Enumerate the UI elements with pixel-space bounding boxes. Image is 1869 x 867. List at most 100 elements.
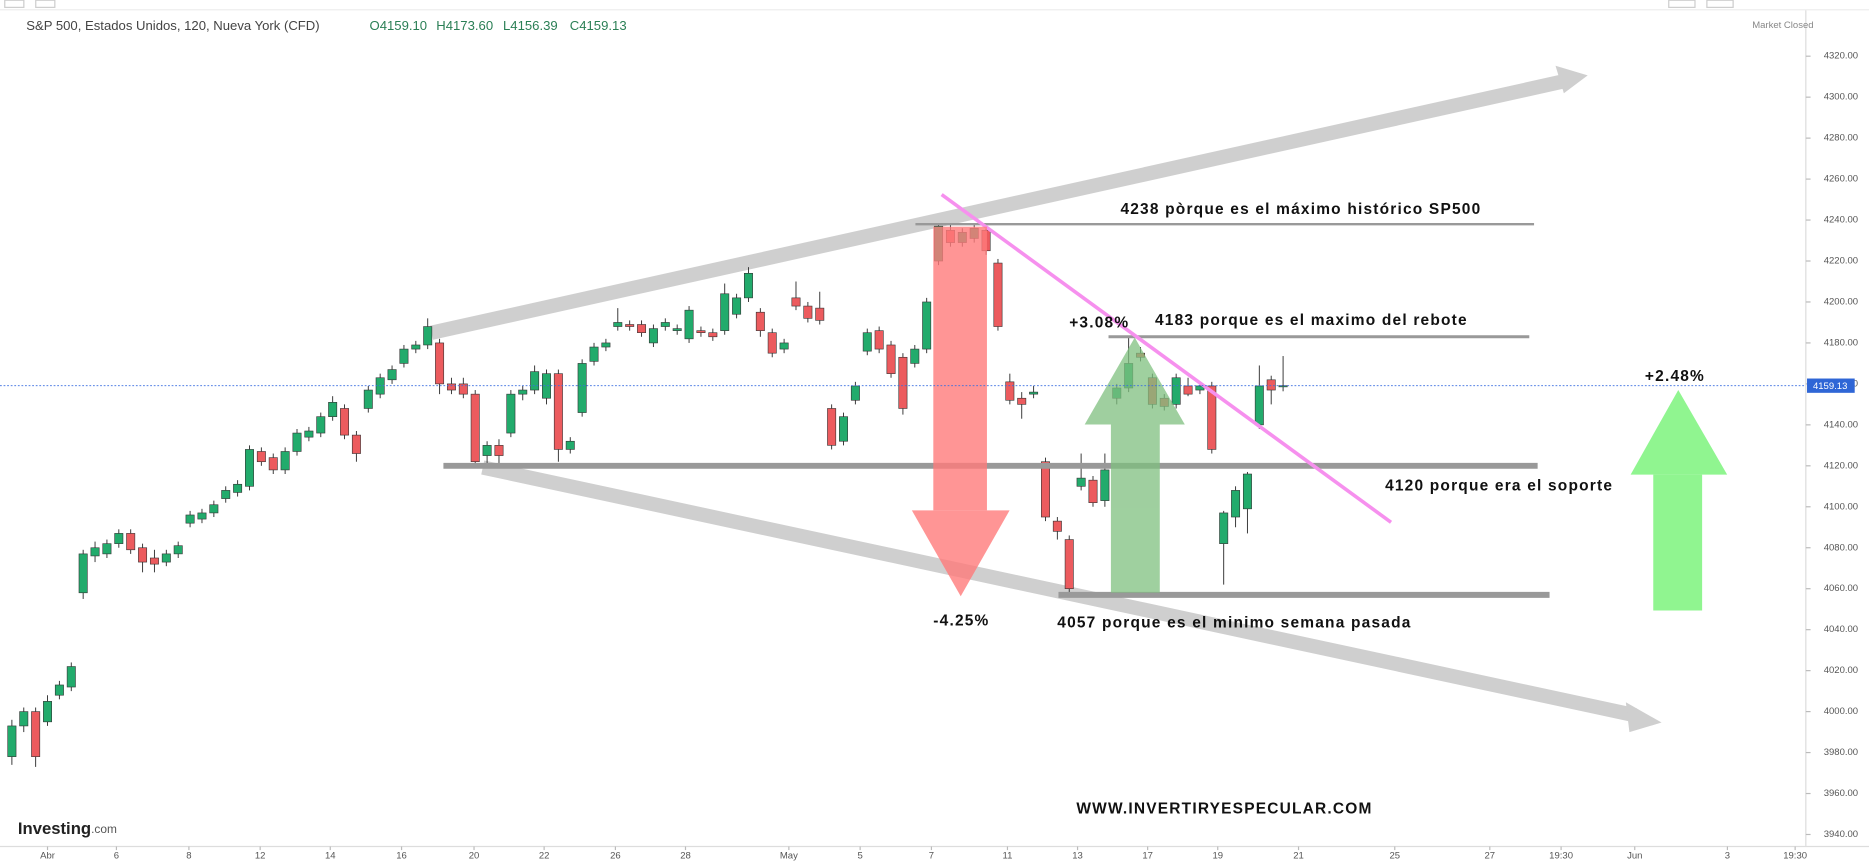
candle-body: [648, 328, 658, 344]
annotation: +2.48%: [1645, 368, 1705, 385]
y-tick-label: 4080.00: [1824, 542, 1858, 553]
y-tick-label: 4280.00: [1824, 133, 1858, 144]
candle-body: [589, 346, 599, 362]
header: S&P 500, Estados Unidos, 120, Nueva York…: [18, 18, 1814, 838]
x-tick-label: 26: [610, 851, 621, 862]
arrow-shaft: [1110, 423, 1160, 593]
x-tick-label: 14: [325, 851, 336, 862]
arrow-shaft: [1653, 474, 1703, 611]
lower-trend-arrow: [481, 460, 1637, 723]
trend-channel: [429, 65, 1662, 733]
annotation: 4120 porque era el soporte: [1385, 478, 1613, 495]
y-tick-label: 4020.00: [1824, 665, 1858, 676]
candle-body: [114, 533, 124, 544]
x-tick-label: 3: [1725, 851, 1730, 862]
candle-body: [815, 307, 825, 321]
candle-body: [494, 445, 504, 456]
y-tick-label: 4000.00: [1824, 706, 1858, 717]
x-tick-label: 20: [469, 851, 480, 862]
candle-body: [161, 553, 171, 563]
last-price-label: 4159.13: [1813, 381, 1847, 392]
candle-body: [708, 332, 718, 338]
candle-body: [1100, 469, 1110, 501]
y-tick-label: 4220.00: [1824, 256, 1858, 267]
tool-button[interactable]: [1706, 0, 1734, 8]
candle-body: [910, 348, 920, 364]
candle-body: [827, 408, 837, 446]
candle-body: [197, 512, 207, 520]
ohlc-label: H4173.60: [436, 18, 493, 33]
candle-body: [922, 301, 932, 350]
tool-button[interactable]: [35, 0, 56, 8]
candle-body: [625, 324, 635, 327]
arrow-head: [1630, 389, 1728, 475]
candle-body: [292, 432, 302, 452]
candle-body: [387, 369, 397, 381]
candle-body: [31, 711, 41, 757]
candle-body: [1183, 385, 1193, 395]
candle-body: [221, 490, 231, 499]
candle-body: [767, 332, 777, 354]
x-tick-label: 12: [255, 851, 266, 862]
candle-body: [898, 356, 908, 409]
candle-body: [803, 305, 813, 319]
tool-button[interactable]: [4, 0, 25, 8]
candle-body: [411, 344, 421, 350]
candle-body: [256, 451, 266, 463]
candle-body: [660, 322, 670, 327]
y-tick-label: 4100.00: [1824, 501, 1858, 512]
candle-body: [78, 553, 88, 594]
candle-body: [518, 389, 528, 395]
upper-trend-arrow: [429, 74, 1566, 340]
candle-body: [399, 348, 409, 364]
toolbar: [4, 0, 1734, 8]
candle-body: [637, 324, 647, 333]
candle-body: [423, 326, 433, 346]
candle-body: [1029, 391, 1039, 395]
candle-body: [138, 547, 148, 563]
x-tick-label: 28: [680, 851, 691, 862]
candle-body: [1171, 377, 1181, 405]
candle-body: [245, 449, 254, 487]
arrow-head: [1084, 337, 1185, 425]
candle-body: [791, 297, 801, 307]
candle-body: [720, 293, 730, 331]
candle-body: [577, 363, 587, 413]
x-tick-label: 8: [186, 851, 191, 862]
candle-body: [850, 385, 860, 401]
tool-button[interactable]: [1668, 0, 1696, 8]
candle-body: [565, 440, 575, 450]
candle-body: [458, 383, 468, 395]
up-arrow: [1084, 337, 1185, 593]
candle-body: [43, 701, 52, 723]
x-tick-label: 21: [1293, 851, 1304, 862]
annotation: WWW.INVERTIRYESPECULAR.COM: [1076, 801, 1372, 818]
arrow-shaft: [933, 226, 987, 511]
candle-body: [1052, 520, 1062, 532]
annotation: 4183 porque es el maximo del rebote: [1155, 312, 1468, 329]
y-tick-label: 4240.00: [1824, 215, 1858, 226]
candle-body: [328, 402, 338, 417]
x-tick-label: 11: [1003, 851, 1013, 862]
levels: [443, 222, 1550, 598]
candle-body: [280, 451, 290, 471]
candle-body: [755, 311, 765, 331]
candle-body: [993, 262, 1003, 327]
candle-body: [316, 416, 326, 434]
candle-body: [874, 330, 884, 350]
candle-body: [351, 434, 361, 454]
candle-body: [1076, 477, 1086, 487]
x-tick-label: 27: [1485, 851, 1496, 862]
candle-body: [672, 328, 682, 331]
candle-body: [102, 543, 112, 555]
candle-body: [304, 430, 314, 438]
arrow-head: [1625, 702, 1662, 733]
x-tick-label: 19:30: [1549, 851, 1573, 862]
target-arrow: [1630, 389, 1728, 611]
y-tick-label: 3960.00: [1824, 788, 1858, 799]
ohlc-label: L4156.39: [503, 18, 558, 33]
y-tick-label: 4140.00: [1824, 419, 1858, 430]
candle-body: [90, 547, 100, 557]
candle-body: [1064, 539, 1074, 590]
